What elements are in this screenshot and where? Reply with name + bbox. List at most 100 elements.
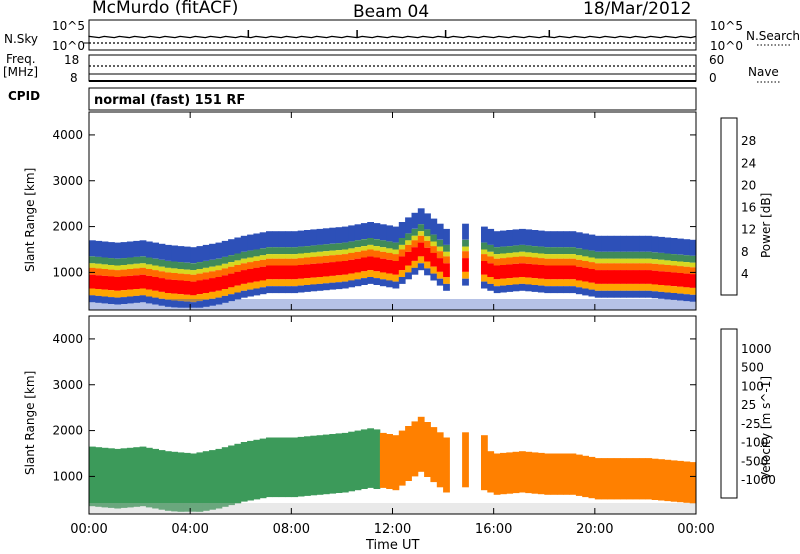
velocity-heat-cell (575, 454, 583, 496)
power-heat-cell (632, 263, 640, 271)
power-heat-cell (247, 262, 254, 269)
power-heat-cell (550, 258, 558, 266)
power-heat-cell (209, 259, 216, 267)
velocity-heat-cell (272, 437, 280, 498)
power-heat-cell (550, 279, 558, 287)
power-heat-cell (613, 263, 621, 271)
power-heat-cell (247, 250, 254, 258)
power-heat-cell (266, 265, 273, 280)
power-heat-cell (658, 252, 665, 260)
nave-tick-low: 0 (709, 71, 717, 85)
power-heat-cell (139, 240, 147, 257)
power-heat-cell (487, 283, 495, 291)
velocity-heat-cell (171, 451, 178, 512)
power-heat-cell (348, 248, 355, 253)
power-heat-cell (588, 262, 596, 269)
velocity-ytick-label: 4000 (52, 332, 83, 346)
power-heat-cell (677, 286, 684, 294)
power-heat-cell (183, 281, 191, 295)
power-heat-cell (645, 251, 653, 259)
power-heat-cell (430, 218, 438, 235)
power-heat-cell (266, 286, 273, 294)
velocity-heat-cell (177, 452, 185, 512)
power-heat-cell (588, 234, 596, 251)
power-heat-cell (481, 274, 488, 282)
power-heat-cell (487, 251, 495, 257)
power-heat-cell (190, 302, 197, 308)
power-heat-cell (101, 275, 109, 290)
power-heat-cell (588, 257, 596, 263)
power-heat-cell (500, 246, 507, 254)
power-heat-cell (582, 233, 589, 250)
power-heat-cell (506, 257, 514, 265)
power-heat-cell (367, 238, 374, 245)
power-heat-cell (639, 258, 646, 264)
power-heat-cell (202, 299, 210, 307)
power-heat-cell (563, 231, 570, 248)
power-heat-cell (234, 292, 242, 300)
power-heat-cell (285, 254, 292, 259)
power-heat-cell (651, 236, 659, 253)
power-heat-cell (493, 258, 501, 266)
power-heat-cell (493, 231, 501, 248)
power-heat-cell (500, 253, 507, 259)
power-heat-cell (613, 283, 621, 291)
power-heat-cell (379, 279, 387, 287)
power-heat-cell (202, 267, 210, 273)
power-heat-cell (367, 244, 374, 250)
power-heat-cell (171, 273, 178, 280)
power-heat-cell (360, 271, 368, 279)
power-heat-cell (335, 227, 343, 244)
power-heat-cell (379, 258, 387, 273)
power-heat-cell (379, 240, 387, 248)
power-heat-cell (607, 270, 615, 284)
power-heat-cell (639, 263, 646, 271)
power-heat-cell (310, 229, 318, 246)
power-heat-cell (689, 287, 697, 295)
power-heat-cell (190, 247, 197, 264)
power-heat-cell (386, 273, 393, 281)
power-heat-cell (177, 280, 185, 295)
power-heat-cell (493, 286, 501, 294)
power-heat-cell (531, 257, 539, 265)
power-heat-cell (582, 249, 589, 257)
x-tick-label: 16:00 (475, 522, 512, 537)
power-heat-cell (443, 277, 450, 284)
velocity-heat-cell (398, 430, 406, 486)
power-heat-cell (424, 236, 431, 241)
velocity-heat-cell (373, 429, 381, 489)
power-cbar-tick-label: 8 (741, 245, 749, 259)
power-heat-cell (360, 239, 368, 247)
power-heat-cell (575, 280, 583, 288)
power-heat-cell (322, 283, 330, 291)
power-heat-cell (601, 290, 608, 298)
power-heat-cell (537, 246, 545, 254)
power-heat-cell (569, 286, 577, 294)
power-heat-cell (114, 290, 122, 298)
power-heat-cell (354, 247, 362, 252)
x-tick-label: 20:00 (576, 522, 613, 537)
power-heat-cell (145, 296, 153, 304)
velocity-heat-cell (582, 455, 589, 498)
power-heat-cell (563, 265, 570, 280)
velocity-heat-cell (360, 429, 368, 489)
power-heat-cell (171, 261, 178, 269)
power-heat-cell (209, 243, 216, 260)
power-heat-cell (133, 289, 141, 296)
nsearch-tick-high: 10^5 (710, 19, 743, 33)
power-heat-cell (209, 291, 216, 299)
power-heat-cell (632, 283, 640, 291)
power-heat-cell (525, 263, 533, 278)
power-heat-cell (152, 277, 159, 291)
power-heat-cell (145, 275, 153, 290)
power-heat-cell (221, 268, 229, 276)
power-heat-cell (443, 283, 450, 291)
power-heat-cell (177, 246, 185, 263)
power-heat-cell (645, 235, 653, 252)
velocity-ytick-label: 3000 (52, 378, 83, 392)
power-heat-cell (689, 274, 697, 288)
velocity-cbar-tick-label: -25 (741, 417, 761, 431)
power-heat-cell (322, 228, 330, 245)
power-heat-cell (190, 263, 197, 271)
power-heat-cell (537, 253, 545, 259)
